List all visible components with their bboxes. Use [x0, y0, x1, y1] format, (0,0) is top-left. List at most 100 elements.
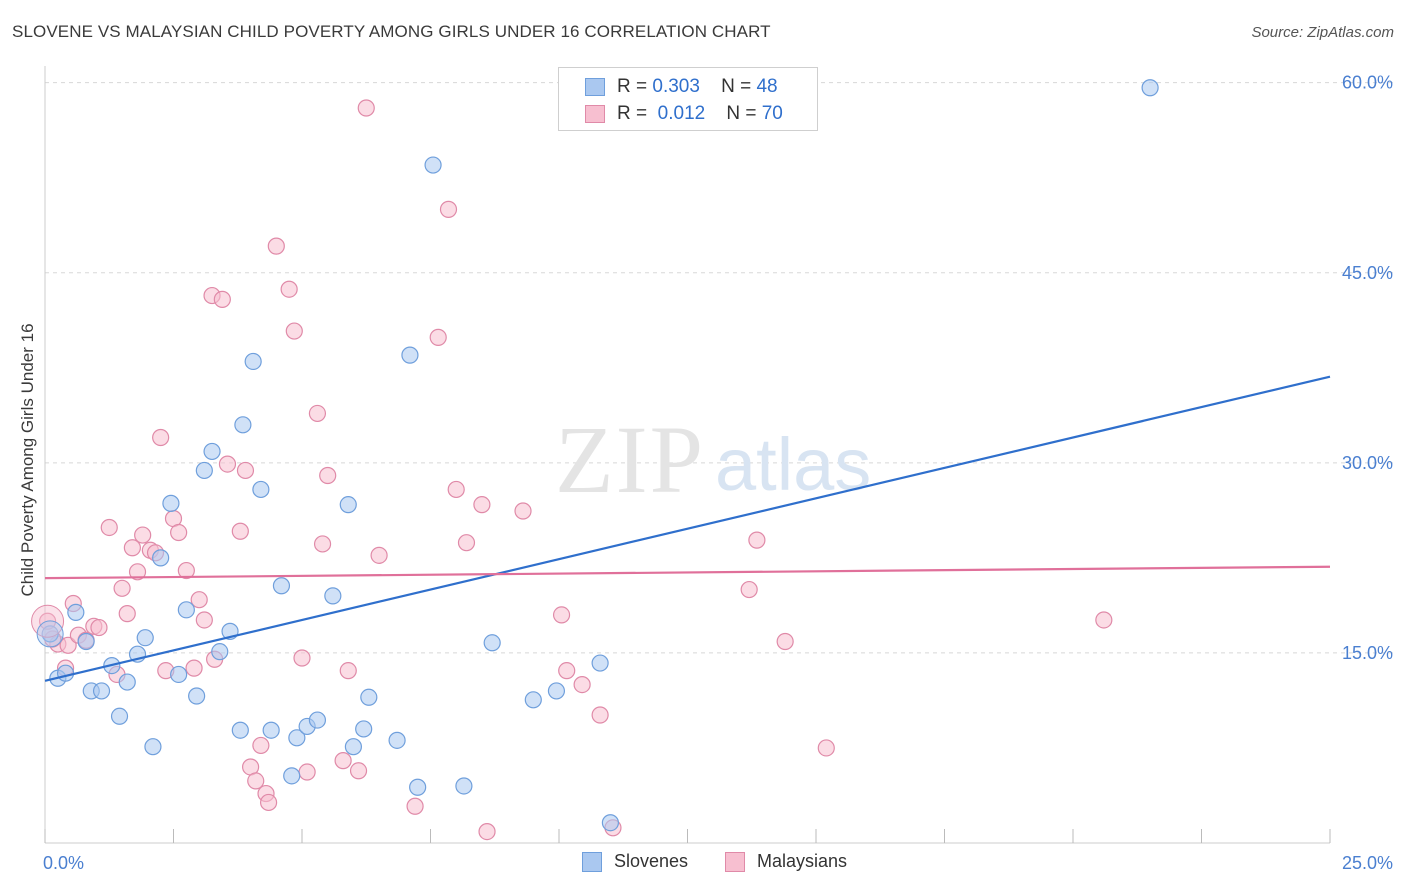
malaysian-point [313, 535, 332, 553]
slovene-point [388, 731, 406, 749]
n-label: N = [726, 103, 757, 124]
malaysian-point [280, 280, 298, 298]
slovene-point [483, 634, 501, 652]
malaysian-point [113, 579, 131, 597]
malaysian-point [123, 539, 141, 557]
malaysian-point [259, 793, 278, 812]
malaysian-point [447, 480, 465, 499]
malaysian-point [218, 455, 237, 473]
y-tick-label: 15.0% [1342, 643, 1393, 663]
y-axis-title: Child Poverty Among Girls Under 16 [18, 323, 37, 597]
slovene-point [211, 643, 229, 661]
malaysian-point [252, 736, 270, 755]
trend-layer [44, 375, 1331, 682]
n-value: 48 [756, 76, 778, 97]
malaysian-point [90, 618, 108, 637]
series-legend: Slovenes Malaysians [0, 851, 1406, 877]
slovene-point [1141, 79, 1159, 97]
slovene-point [41, 625, 59, 643]
legend-item-malaysians[interactable]: Malaysians [725, 851, 847, 872]
slovene-point [360, 688, 378, 706]
slovene-point [162, 494, 180, 512]
y-tick-label: 45.0% [1342, 263, 1393, 283]
legend-item-slovenes[interactable]: Slovenes [582, 851, 688, 872]
slovene-point [344, 738, 362, 756]
legend-swatch-slovenes [582, 851, 602, 872]
malaysian-point [339, 662, 357, 680]
malaysian-point [285, 322, 303, 340]
malaysian-point [776, 632, 794, 651]
malaysian-point [152, 428, 170, 447]
malaysian-point [457, 534, 476, 552]
malaysian-point [231, 522, 249, 540]
malaysian-point [349, 762, 368, 780]
y-tick-label: 60.0% [1342, 73, 1393, 93]
malaysian-point [514, 502, 532, 520]
points-layer [31, 74, 1159, 841]
slovene-point [591, 654, 609, 672]
slovene-point [339, 496, 357, 514]
y-tick-label: 30.0% [1342, 453, 1393, 473]
slovene-point [601, 814, 620, 832]
slovene-point [56, 664, 75, 682]
x-tick-label: 25.0% [1342, 853, 1393, 873]
legend-label-malaysians: Malaysians [757, 851, 848, 871]
slovene-point [110, 707, 129, 725]
tick-label-layer: 15.0% 30.0% 45.0% 60.0% 0.0% 25.0% [43, 73, 1393, 873]
slovene-point [308, 711, 327, 729]
slovene-point [195, 461, 213, 480]
malaysian-point [1095, 611, 1113, 629]
slovene-point [203, 442, 221, 461]
legend-swatch-malaysians [725, 851, 745, 872]
x-tick-label: 0.0% [43, 853, 84, 873]
slovene-point [136, 629, 154, 647]
slovene-point [244, 352, 262, 371]
malaysian-point [334, 752, 352, 770]
legend-swatch-slovenes [585, 78, 605, 96]
stats-legend: R = 0.303 N = 48 R = 0.012 N = 70 [558, 67, 818, 131]
malaysian-trend-line [44, 565, 1331, 580]
r-value: 0.303 [652, 76, 700, 97]
slovene-point [547, 682, 566, 700]
slovene-point [92, 682, 111, 700]
slovene-point [188, 687, 206, 705]
malaysian-point [298, 763, 316, 781]
malaysian-point [552, 606, 571, 624]
malaysian-point [190, 591, 208, 609]
malaysian-point [473, 496, 491, 514]
r-label: R = [617, 103, 648, 124]
r-value: 0.012 [657, 103, 706, 124]
malaysian-point [170, 523, 188, 542]
malaysian-point [177, 561, 195, 580]
slovene-point [118, 673, 136, 691]
malaysian-point [478, 822, 496, 841]
watermark-zip: ZIP [555, 406, 705, 513]
axis-layer [44, 66, 1331, 844]
slovene-point [36, 620, 64, 648]
slovene-trend-line [44, 375, 1331, 682]
slovene-point [152, 549, 170, 567]
malaysian-point [591, 706, 609, 724]
slovene-point [288, 729, 306, 747]
slovene-point [524, 691, 542, 709]
r-label: R = [617, 76, 648, 97]
slovene-point [272, 577, 291, 595]
slovene-point [409, 778, 427, 796]
watermark-atlas: atlas [715, 423, 871, 506]
n-label: N = [721, 76, 752, 97]
slovene-point [424, 156, 442, 174]
slovene-point [324, 587, 342, 605]
slovene-point [355, 720, 373, 738]
malaysian-point [406, 797, 424, 815]
malaysian-point [59, 636, 77, 654]
malaysian-point [740, 580, 758, 599]
slovene-point [262, 721, 280, 739]
slovene-point [144, 738, 162, 756]
malaysian-point [128, 563, 147, 581]
malaysian-point [308, 404, 327, 423]
malaysian-point [236, 461, 255, 480]
malaysian-point [267, 237, 285, 255]
malaysian-point [558, 662, 576, 680]
malaysian-point [195, 611, 213, 629]
